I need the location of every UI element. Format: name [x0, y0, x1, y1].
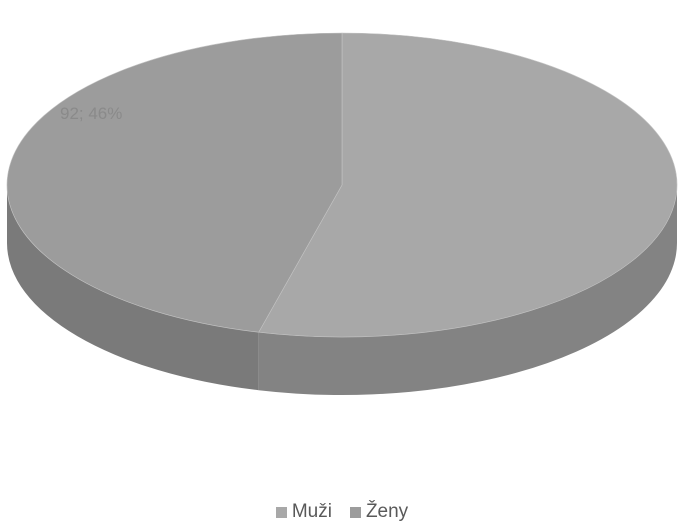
- pie-top-slices: [6, 32, 678, 338]
- legend-label-zeny: Ženy: [365, 501, 409, 522]
- data-label--eny: 92; 46%: [60, 104, 122, 123]
- pie-slice-mu-i: [258, 32, 678, 338]
- legend-item-muzi: Muži: [275, 501, 332, 523]
- pie-slice--eny: [6, 32, 343, 333]
- legend-swatch-muzi: [275, 506, 287, 518]
- pie-data-labels: 92; 46%: [60, 104, 122, 123]
- pie-side-mu-i: [258, 185, 677, 395]
- legend-swatch-zeny: [349, 506, 361, 518]
- pie-depth-sides: [6, 185, 677, 395]
- pie-side--eny: [6, 185, 259, 391]
- legend-label-muzi: Muži: [291, 501, 332, 522]
- legend-item-zeny: Ženy: [349, 501, 409, 523]
- pie-chart: 92; 46%: [6, 32, 678, 395]
- chart-legend: Muži Ženy: [0, 500, 684, 524]
